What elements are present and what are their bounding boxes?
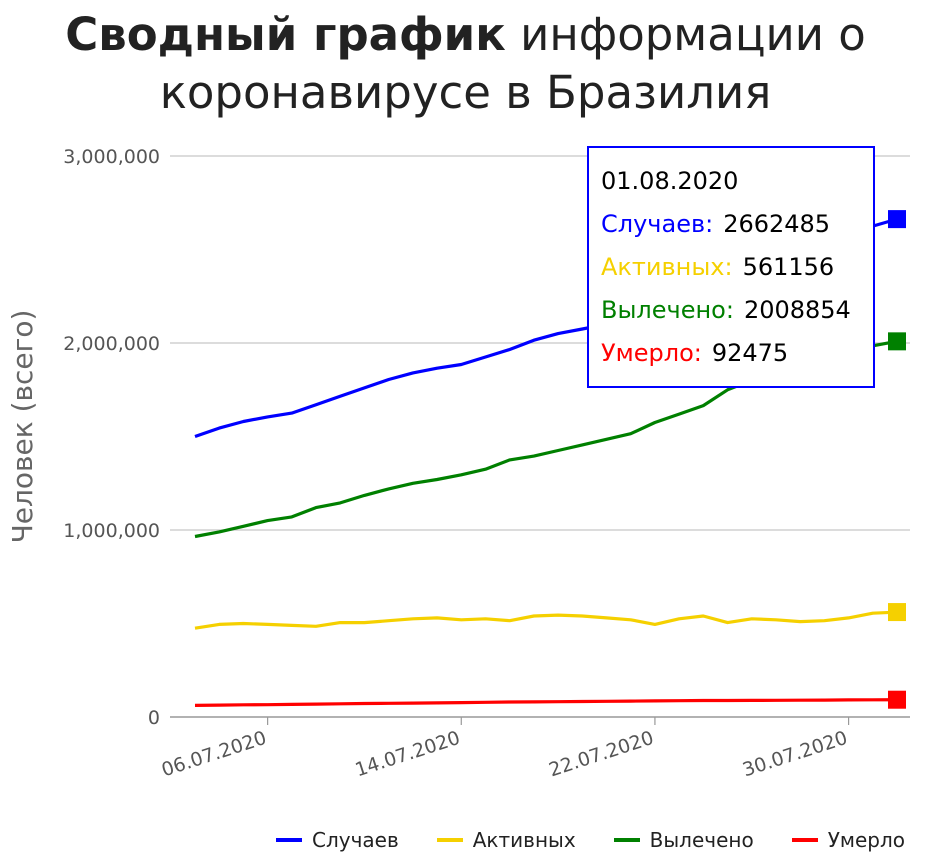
tooltip-label: Вылечено: — [601, 296, 734, 324]
chart-title: Сводный график информации о коронавирусе… — [0, 6, 931, 122]
tooltip-value: 561156 — [742, 253, 835, 281]
y-axis-label: Человек (всего) — [6, 310, 39, 544]
chart-title-rest: информации о коронавирусе в Бразилия — [159, 8, 866, 119]
x-tick-label: 22.07.2020 — [546, 727, 656, 782]
x-tick-label: 14.07.2020 — [353, 727, 463, 782]
legend-item-cases[interactable]: Случаев — [276, 828, 399, 852]
series-end-marker[interactable] — [888, 690, 906, 709]
tooltip-row-cases: Случаев: 2662485 — [601, 203, 873, 246]
legend-item-recovered[interactable]: Вылечено — [613, 828, 754, 852]
y-tick-label: 2,000,000 — [63, 333, 160, 355]
legend-swatch — [791, 838, 818, 842]
legend-swatch — [436, 838, 463, 842]
x-tick-label: 06.07.2020 — [159, 727, 269, 782]
x-tick-label: 30.07.2020 — [740, 727, 850, 782]
tooltip-label: Активных: — [601, 253, 733, 281]
tooltip-value: 2662485 — [723, 210, 831, 238]
legend-swatch — [276, 838, 302, 842]
tooltip-value: 2008854 — [743, 296, 851, 324]
tooltip-label: Умерло: — [601, 339, 702, 367]
tooltip-row-active: Активных: 561156 — [601, 246, 873, 289]
series-end-marker[interactable] — [888, 332, 906, 351]
tooltip-row-recovered: Вылечено: 2008854 — [601, 289, 873, 332]
legend-label: Активных — [472, 828, 576, 852]
legend: Случаев Активных Вылечено Умерло — [276, 826, 905, 854]
tooltip: 01.08.2020 Случаев: 2662485 Активных: 5611… — [587, 146, 875, 388]
tooltip-label: Случаев: — [601, 210, 714, 238]
series-end-marker[interactable] — [888, 210, 906, 229]
series-end-marker[interactable] — [888, 603, 906, 622]
chart-title-bold: Сводный график — [65, 8, 506, 61]
legend-item-deaths[interactable]: Умерло — [791, 828, 905, 852]
series-line — [194, 698, 898, 707]
y-tick-label: 3,000,000 — [63, 146, 160, 168]
legend-swatch — [613, 838, 640, 842]
legend-label: Вылечено — [649, 828, 754, 852]
tooltip-date: 01.08.2020 — [601, 167, 739, 195]
series-line — [194, 610, 898, 630]
y-tick-label: 1,000,000 — [63, 520, 160, 542]
tooltip-value: 92475 — [711, 339, 789, 367]
y-tick-label: 0 — [148, 707, 160, 729]
legend-label: Умерло — [827, 828, 905, 852]
legend-label: Случаев — [312, 828, 399, 852]
legend-item-active[interactable]: Активных — [436, 828, 576, 852]
tooltip-row-deaths: Умерло: 92475 — [601, 332, 873, 375]
